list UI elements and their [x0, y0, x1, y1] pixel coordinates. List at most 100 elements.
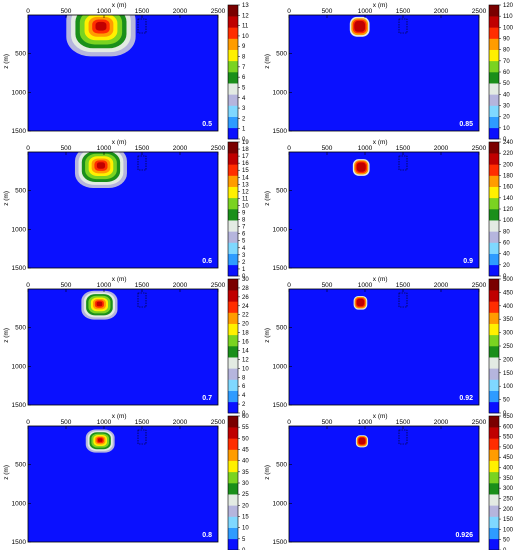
x-tick-label: 500: [322, 419, 333, 426]
panel-label: 0.7: [202, 395, 212, 402]
colorbar-tick-label: 100: [503, 527, 514, 533]
plume: [352, 159, 370, 176]
colorbar-tick-label: 5: [242, 239, 246, 245]
panel-label: 0.926: [455, 532, 473, 539]
plot-frame: [288, 425, 480, 543]
colorbar-tick-label: 250: [503, 496, 514, 502]
z-tick-label: 1000: [12, 363, 27, 370]
colorbar-tick-label: 400: [503, 466, 514, 472]
colorbar-tick-label: 0: [242, 274, 246, 280]
x-tick-label: 1500: [396, 145, 411, 152]
colorbar-segment: [489, 538, 499, 550]
colorbar-segment: [489, 153, 499, 165]
plot-area: [28, 426, 218, 542]
colorbar-segment: [228, 505, 238, 517]
colorbar-segment: [228, 368, 238, 380]
colorbar-segment: [228, 242, 238, 254]
colorbar-segment: [489, 231, 499, 243]
z-axis-label: z (m): [264, 54, 271, 69]
plume: [85, 429, 115, 453]
x-axis-label: x (m): [112, 413, 127, 420]
panel-label: 0.85: [459, 121, 473, 128]
colorbar-tick-label: 6: [242, 384, 246, 390]
colorbar-segment: [489, 242, 499, 254]
x-tick-label: 0: [287, 419, 291, 426]
colorbar-tick-label: 70: [503, 59, 510, 65]
colorbar-segment: [489, 253, 499, 266]
colorbar-tick-label: 20: [242, 322, 249, 328]
colorbar-tick-label: 0: [242, 411, 246, 417]
colorbar-tick-label: 20: [503, 115, 510, 121]
colorbar-segment: [489, 494, 499, 506]
colorbar-tick-label: 45: [242, 448, 249, 454]
z-tick-label: 500: [15, 188, 26, 195]
colorbar-tick-label: 28: [242, 286, 249, 292]
colorbar-segment: [489, 368, 499, 380]
colorbar-tick-label: 11: [242, 24, 249, 30]
z-axis-label: z (m): [3, 54, 10, 69]
colorbar-tick-label: 80: [503, 48, 510, 54]
colorbar-tick-label: 3: [242, 253, 246, 259]
colorbar-tick-label: 2: [242, 260, 246, 266]
colorbar-tick-label: 7: [242, 225, 246, 231]
x-tick-label: 2500: [211, 8, 226, 15]
colorbar-frame: [227, 141, 239, 277]
plume-layer: [356, 298, 365, 307]
colorbar-tick-label: 7: [242, 65, 246, 71]
x-tick-label: 2000: [173, 282, 188, 289]
colorbar-tick-label: 6: [242, 232, 246, 238]
colorbar-tick-label: 0: [242, 137, 246, 143]
plot-area: [289, 15, 479, 131]
colorbar-segment: [489, 264, 499, 277]
colorbar-segment: [489, 60, 499, 73]
colorbar-tick-label: 1: [242, 127, 246, 133]
x-tick-label: 1000: [358, 145, 373, 152]
z-axis-label: z (m): [264, 191, 271, 206]
colorbar-segment: [228, 220, 238, 232]
x-tick-label: 0: [26, 145, 30, 152]
z-tick-label: 1000: [12, 500, 27, 507]
colorbar-tick-label: 4: [242, 246, 246, 252]
z-tick-label: 1500: [12, 539, 27, 546]
colorbar-segment: [489, 16, 499, 28]
colorbar-tick-label: 30: [242, 277, 249, 283]
x-tick-label: 500: [61, 282, 72, 289]
colorbar-tick-label: 18: [242, 147, 249, 153]
colorbar-tick-label: 110: [503, 14, 513, 20]
colorbar-segment: [228, 346, 238, 358]
z-axis-label: z (m): [3, 328, 10, 343]
colorbar-tick-label: 300: [503, 331, 514, 337]
colorbar-tick-label: 9: [242, 211, 246, 217]
colorbar-tick-label: 25: [242, 492, 249, 498]
colorbar-tick-label: 220: [503, 151, 514, 157]
colorbar-segment: [489, 334, 499, 347]
colorbar-tick-label: 2: [242, 402, 246, 408]
z-tick-label: 1000: [273, 500, 288, 507]
x-axis-label: x (m): [112, 276, 127, 283]
plume: [66, 15, 136, 57]
colorbar-segment: [489, 471, 499, 484]
colorbar-segment: [489, 312, 499, 324]
plume-layer: [356, 162, 366, 172]
plume-layer: [96, 301, 103, 307]
z-tick-label: 1000: [273, 363, 288, 370]
colorbar-tick-label: 26: [242, 295, 249, 301]
plume-layer: [358, 437, 366, 445]
z-axis-label: z (m): [264, 328, 271, 343]
colorbar-tick-label: 400: [503, 304, 514, 310]
x-tick-label: 1500: [396, 8, 411, 15]
colorbar-tick-label: 14: [242, 348, 249, 354]
x-tick-label: 0: [26, 282, 30, 289]
x-tick-label: 1000: [358, 8, 373, 15]
x-tick-label: 1500: [396, 282, 411, 289]
colorbar-segment: [489, 5, 499, 17]
colorbar-tick-label: 450: [503, 455, 514, 461]
target-box: [137, 155, 147, 171]
x-tick-label: 2500: [472, 8, 487, 15]
colorbar-segment: [228, 60, 238, 73]
colorbar-tick-label: 10: [242, 34, 249, 40]
colorbar-tick-label: 20: [503, 263, 510, 269]
colorbar-tick-label: 15: [242, 515, 249, 521]
